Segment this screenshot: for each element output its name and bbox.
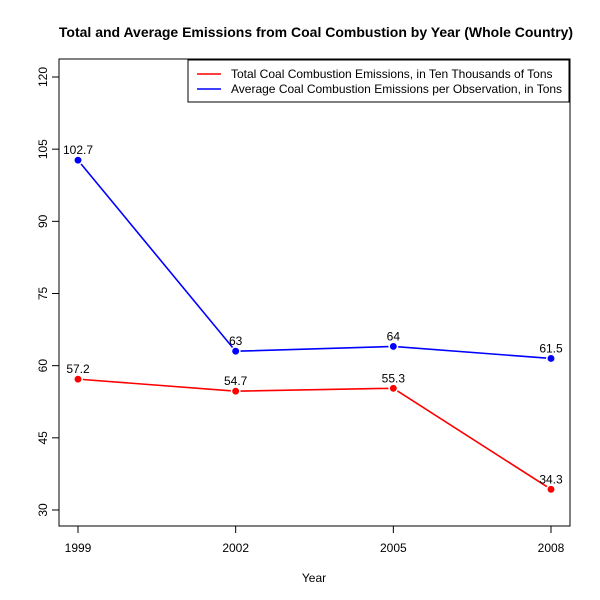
series-layer: 57.2 54.7 55.3 34.3 102.7 63 64 61.5 [63,143,563,495]
x-tick-label: 2002 [222,541,249,555]
y-tick-label: 90 [36,214,50,228]
data-label: 55.3 [382,371,406,385]
data-point [73,374,83,385]
y-tick-label: 120 [36,67,50,87]
legend-label: Average Coal Combustion Emissions per Ob… [231,82,562,96]
plot-frame [58,58,571,527]
x-tick-label: 2005 [380,541,407,555]
x-axis: 1999 2002 2005 2008 [65,525,565,555]
chart-title: Total and Average Emissions from Coal Co… [59,24,573,40]
data-point [546,353,556,364]
legend-box [187,59,570,103]
data-point [230,346,241,357]
data-point [546,484,556,495]
data-point [230,386,241,397]
data-label: 64 [387,329,401,343]
data-label: 57.2 [66,362,90,376]
legend: Total Coal Combustion Emissions, in Ten … [187,59,570,103]
y-tick-label: 75 [36,287,50,301]
series-line [77,159,552,360]
data-label: 63 [229,334,243,348]
data-label: 54.7 [224,374,248,388]
data-label: 61.5 [539,341,563,355]
series-line [77,378,552,490]
series-average: 102.7 63 64 61.5 [63,143,563,364]
data-label: 34.3 [539,472,563,486]
x-tick-label: 2008 [538,541,565,555]
x-tick-label: 1999 [65,541,92,555]
y-tick-label: 30 [36,503,50,517]
data-point [388,383,399,394]
y-tick-label: 60 [36,359,50,373]
y-tick-label: 45 [36,431,50,445]
series-total: 57.2 54.7 55.3 34.3 [66,362,563,495]
data-point [388,341,399,352]
x-axis-label: Year [302,571,326,585]
y-axis: 30 45 60 75 90 105 120 [36,67,60,517]
y-tick-label: 105 [36,139,50,159]
data-label: 102.7 [63,143,93,157]
legend-label: Total Coal Combustion Emissions, in Ten … [231,67,553,81]
data-point [73,155,83,166]
